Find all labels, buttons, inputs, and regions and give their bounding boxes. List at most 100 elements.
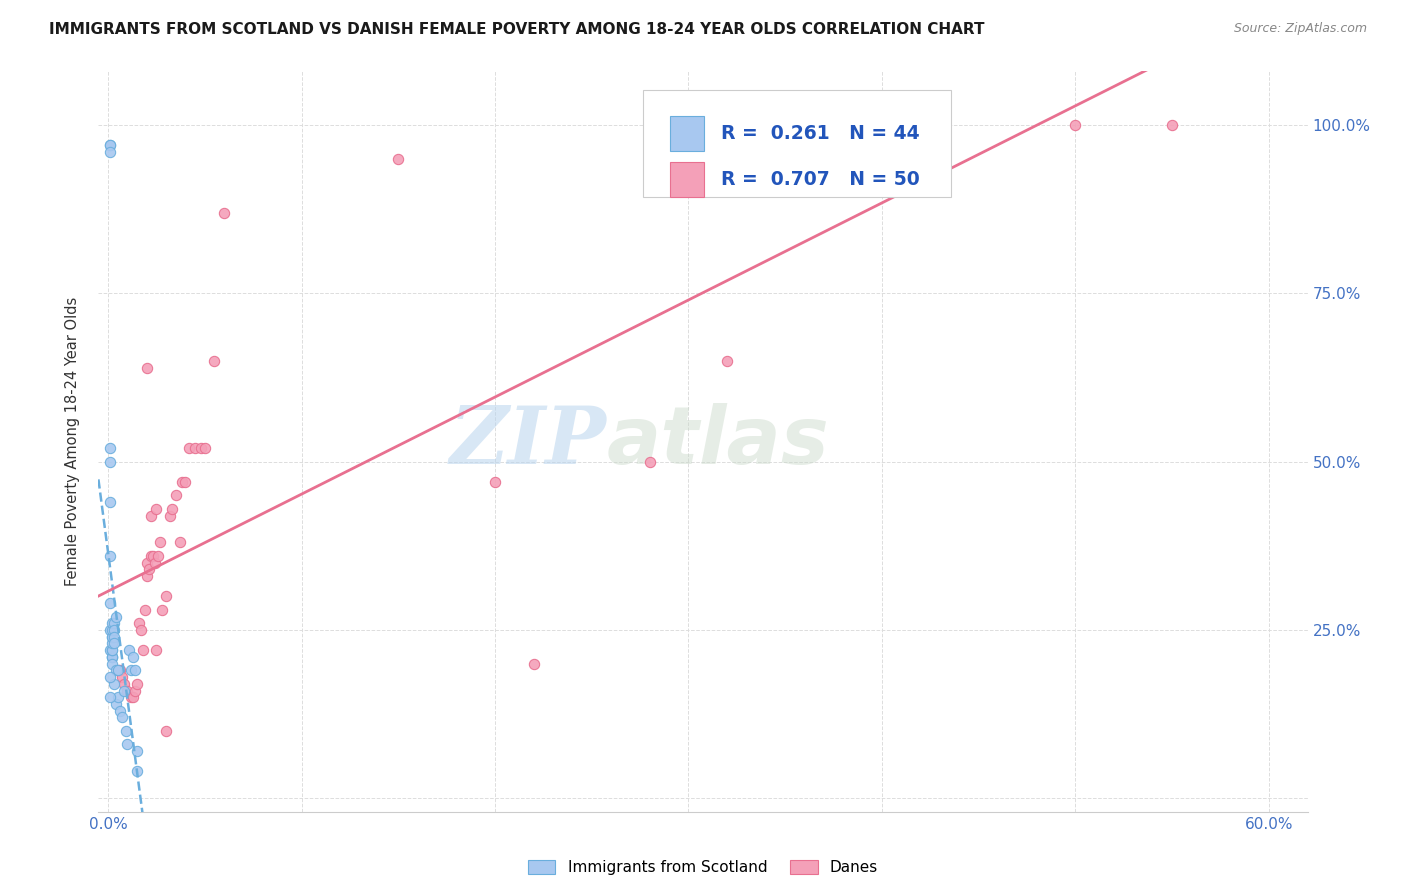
Point — [194, 442, 217, 456]
Point — [122, 690, 145, 705]
Point — [155, 590, 177, 604]
Point — [98, 495, 121, 509]
Point — [103, 616, 125, 631]
Point — [142, 549, 165, 563]
Point — [129, 623, 152, 637]
Point — [135, 360, 157, 375]
Point — [139, 549, 162, 563]
Point — [124, 664, 146, 678]
Point — [101, 616, 124, 631]
Point — [101, 630, 124, 644]
Point — [150, 603, 173, 617]
Point — [1161, 118, 1184, 132]
Point — [98, 138, 121, 153]
Point — [910, 118, 932, 132]
Point — [103, 623, 125, 637]
Point — [159, 508, 181, 523]
Point — [134, 603, 156, 617]
Point — [120, 690, 142, 705]
Point — [1064, 118, 1087, 132]
Point — [107, 690, 129, 705]
Point — [101, 630, 124, 644]
Point — [139, 508, 162, 523]
FancyBboxPatch shape — [643, 90, 950, 197]
Point — [120, 664, 142, 678]
Point — [128, 616, 150, 631]
Point — [122, 649, 145, 664]
Point — [104, 697, 127, 711]
Point — [124, 683, 146, 698]
Y-axis label: Female Poverty Among 18-24 Year Olds: Female Poverty Among 18-24 Year Olds — [65, 297, 80, 586]
Point — [101, 649, 124, 664]
Point — [174, 475, 197, 489]
Point — [135, 569, 157, 583]
Point — [145, 501, 167, 516]
Point — [98, 670, 121, 684]
Point — [101, 643, 124, 657]
Point — [716, 353, 738, 368]
Point — [101, 623, 124, 637]
Point — [111, 670, 134, 684]
Point — [773, 118, 796, 132]
Point — [149, 535, 172, 549]
Text: R =  0.261   N = 44: R = 0.261 N = 44 — [721, 124, 920, 143]
Point — [112, 683, 135, 698]
Point — [98, 643, 121, 657]
Point — [143, 556, 166, 570]
Point — [114, 723, 136, 738]
Point — [103, 630, 125, 644]
Point — [98, 145, 121, 160]
Point — [170, 475, 193, 489]
Point — [179, 442, 201, 456]
Point — [169, 535, 191, 549]
Point — [132, 643, 155, 657]
Point — [138, 562, 160, 576]
Point — [484, 475, 506, 489]
Point — [127, 677, 149, 691]
Point — [101, 643, 124, 657]
Bar — [671, 161, 704, 197]
Point — [145, 643, 167, 657]
Point — [165, 488, 187, 502]
Point — [98, 138, 121, 153]
Point — [103, 677, 125, 691]
Point — [155, 723, 177, 738]
Point — [98, 455, 121, 469]
Point — [107, 664, 129, 678]
Point — [135, 556, 157, 570]
Point — [103, 636, 125, 650]
Text: R =  0.707   N = 50: R = 0.707 N = 50 — [721, 170, 920, 189]
Point — [117, 738, 139, 752]
Point — [387, 152, 409, 166]
Point — [190, 442, 212, 456]
Point — [98, 549, 121, 563]
Text: Source: ZipAtlas.com: Source: ZipAtlas.com — [1233, 22, 1367, 36]
Point — [160, 501, 183, 516]
Point — [101, 649, 124, 664]
Point — [212, 205, 235, 219]
Point — [101, 636, 124, 650]
Point — [127, 744, 149, 758]
Point — [98, 690, 121, 705]
Text: ZIP: ZIP — [450, 403, 606, 480]
Point — [204, 353, 226, 368]
Point — [117, 683, 139, 698]
Point — [832, 118, 855, 132]
Point — [101, 649, 124, 664]
Point — [523, 657, 546, 671]
Bar — [671, 116, 704, 152]
Point — [98, 623, 121, 637]
Point — [118, 643, 141, 657]
Point — [148, 549, 170, 563]
Legend: Immigrants from Scotland, Danes: Immigrants from Scotland, Danes — [523, 855, 883, 880]
Text: atlas: atlas — [606, 402, 830, 481]
Point — [108, 704, 131, 718]
Point — [112, 677, 135, 691]
Point — [101, 657, 124, 671]
Point — [111, 710, 134, 724]
Point — [104, 664, 127, 678]
Point — [98, 442, 121, 456]
Text: IMMIGRANTS FROM SCOTLAND VS DANISH FEMALE POVERTY AMONG 18-24 YEAR OLDS CORRELAT: IMMIGRANTS FROM SCOTLAND VS DANISH FEMAL… — [49, 22, 984, 37]
Point — [107, 664, 129, 678]
Point — [638, 455, 661, 469]
